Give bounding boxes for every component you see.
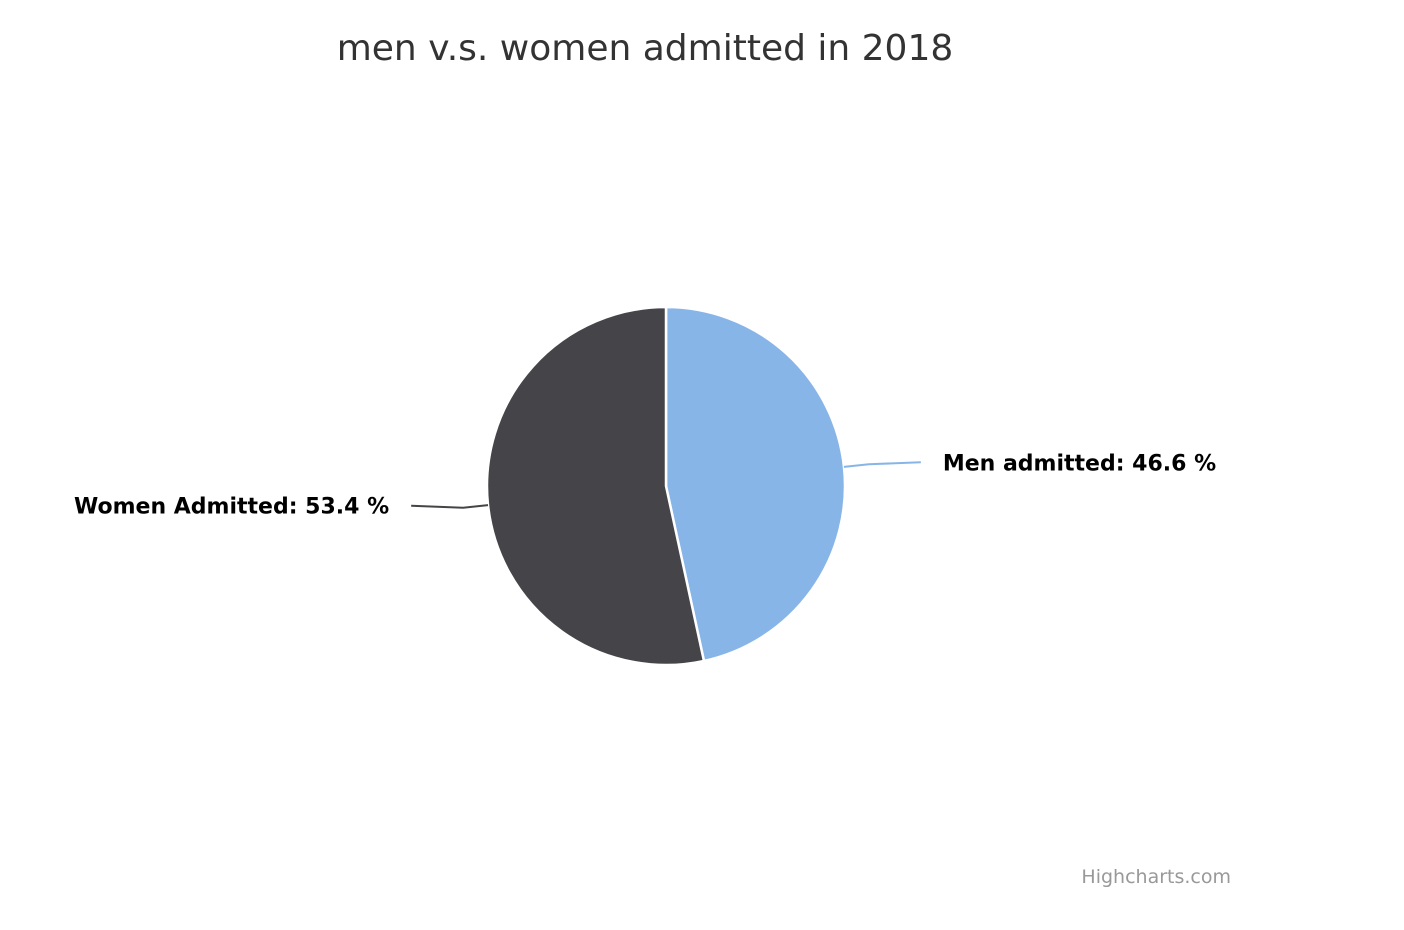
pie-slice-men-admitted[interactable] bbox=[664, 305, 847, 663]
slice-labels: Men admitted: 46.6 % Women Admitted: 53.4… bbox=[74, 451, 1216, 519]
slice-label-women-admitted: Women Admitted: 53.4 % bbox=[74, 495, 389, 520]
label-connector-women-admitted bbox=[411, 504, 489, 509]
pie-slices bbox=[485, 305, 847, 667]
chart-title: men v.s. women admitted in 2018 bbox=[337, 28, 954, 69]
credits-link[interactable]: Highcharts.com bbox=[1081, 866, 1231, 888]
label-connector-men-admitted bbox=[843, 461, 921, 468]
slice-label-men-admitted: Men admitted: 46.6 % bbox=[943, 451, 1216, 476]
label-connectors bbox=[411, 461, 921, 509]
